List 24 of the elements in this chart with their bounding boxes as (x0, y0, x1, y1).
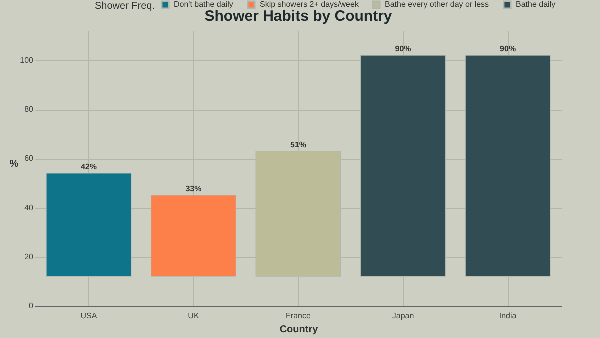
data-label: 51% (290, 140, 307, 150)
legend-label: Bathe daily (516, 0, 556, 9)
legend-label: Don't bathe daily (174, 0, 234, 9)
x-tick-label: UK (188, 312, 200, 320)
legend-title: Shower Freq. (95, 1, 156, 12)
y-tick-label: 60 (24, 154, 34, 164)
legend-label: Skip showers 2+ days/week (260, 0, 360, 9)
y-axis-title: % (10, 159, 19, 170)
data-label: 42% (80, 162, 97, 172)
y-tick-label: 20 (24, 252, 34, 262)
x-tick-label: Japan (392, 312, 414, 320)
y-tick-label: 100 (20, 56, 34, 65)
legend-label: Bathe every other day or less (385, 0, 490, 9)
data-label: 90% (395, 44, 412, 54)
data-label: 90% (500, 44, 516, 54)
y-tick-label: 80 (24, 105, 34, 114)
x-tick-label: USA (80, 312, 98, 320)
y-tick-label: 40 (24, 203, 34, 212)
x-axis-title: Country (280, 324, 319, 336)
x-tick-label: India (499, 312, 518, 320)
y-tick-label: 0 (29, 302, 34, 310)
x-tick-label: France (286, 312, 312, 320)
chart-title: Shower Habits by Country (204, 8, 393, 25)
data-label: 33% (186, 184, 202, 194)
